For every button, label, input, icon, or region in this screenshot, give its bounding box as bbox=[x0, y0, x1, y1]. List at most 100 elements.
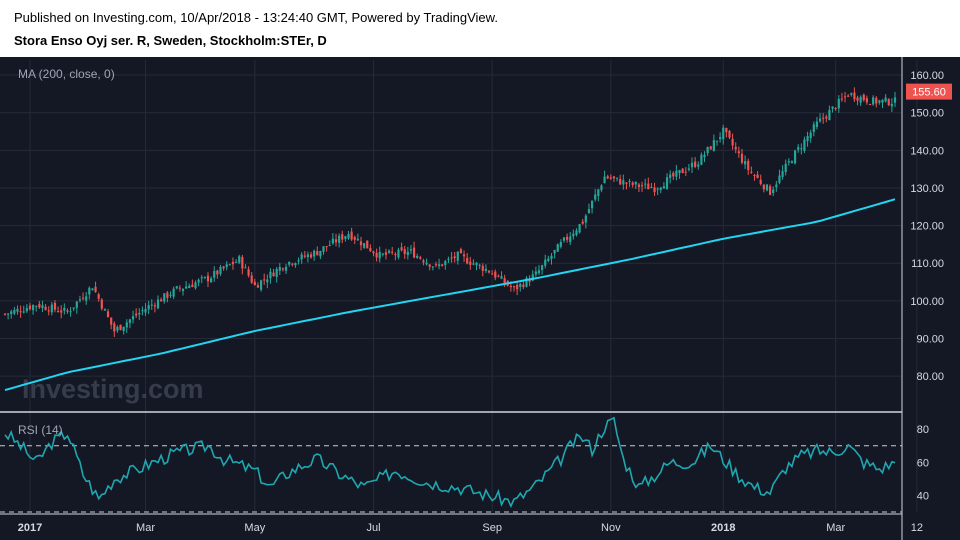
candle-body bbox=[28, 305, 32, 310]
candle-body bbox=[131, 316, 135, 320]
candle-body bbox=[825, 116, 828, 119]
candle-body bbox=[631, 182, 634, 186]
candle-body bbox=[762, 184, 765, 190]
price-tick-label: 150.00 bbox=[910, 108, 944, 120]
candle-body bbox=[447, 258, 450, 260]
candle-body bbox=[494, 271, 497, 278]
candle-body bbox=[141, 310, 144, 312]
candle-body bbox=[887, 99, 890, 106]
time-tick-label: Sep bbox=[482, 522, 502, 534]
candle-body bbox=[675, 170, 678, 177]
candle-body bbox=[444, 261, 447, 266]
candle-body bbox=[709, 146, 712, 150]
candle-body bbox=[853, 92, 856, 100]
candle-body bbox=[575, 230, 578, 235]
candle-body bbox=[259, 280, 263, 290]
candle-body bbox=[172, 288, 175, 297]
candle-body bbox=[453, 256, 456, 259]
candle-body bbox=[375, 252, 378, 258]
candle-body bbox=[3, 313, 7, 315]
candle-body bbox=[294, 263, 297, 266]
candle-body bbox=[737, 151, 740, 154]
candle-body bbox=[384, 252, 388, 255]
candle-body bbox=[644, 183, 647, 185]
candle-body bbox=[306, 254, 310, 258]
candle-body bbox=[169, 294, 172, 296]
candle-body bbox=[619, 178, 622, 185]
time-tick-label: Mar bbox=[136, 522, 155, 534]
candle-body bbox=[756, 174, 759, 179]
candle-body bbox=[38, 303, 41, 308]
time-tick-label: 12 bbox=[911, 522, 923, 534]
candle-body bbox=[91, 288, 94, 291]
candle-body bbox=[160, 299, 163, 302]
candle-body bbox=[431, 266, 434, 268]
candle-body bbox=[409, 249, 413, 251]
candle-body bbox=[106, 311, 110, 318]
candle-body bbox=[72, 307, 75, 309]
candle-body bbox=[818, 118, 822, 122]
rsi-levels bbox=[0, 445, 902, 513]
candle-body bbox=[66, 310, 69, 312]
candle-body bbox=[734, 146, 737, 150]
rsi-line bbox=[4, 416, 896, 509]
candle-body bbox=[88, 287, 91, 295]
candle-body bbox=[481, 265, 484, 271]
candle-body bbox=[412, 247, 416, 258]
candle-body bbox=[487, 270, 491, 273]
candle-body bbox=[113, 323, 116, 332]
candle-body bbox=[341, 234, 344, 240]
candle-body bbox=[41, 305, 44, 309]
candle-body bbox=[19, 311, 22, 313]
candle-body bbox=[203, 276, 206, 278]
candle-body bbox=[363, 243, 366, 248]
ma-indicator-label: MA (200, close, 0) bbox=[18, 67, 115, 81]
candle-body bbox=[491, 273, 494, 275]
candle-body bbox=[753, 174, 756, 176]
candle-body bbox=[194, 282, 197, 289]
candle-body bbox=[135, 313, 138, 316]
candle-body bbox=[344, 236, 347, 239]
candle-body bbox=[216, 270, 219, 275]
candle-body bbox=[597, 189, 600, 196]
candle-body bbox=[175, 286, 178, 289]
candle-body bbox=[397, 249, 400, 258]
candle-body bbox=[859, 96, 862, 103]
candle-body bbox=[425, 262, 428, 265]
ma-line bbox=[4, 198, 896, 392]
candle-body bbox=[634, 181, 637, 185]
candle-body bbox=[63, 307, 66, 311]
candle-body bbox=[13, 309, 16, 314]
candle-body bbox=[400, 247, 403, 251]
candle-body bbox=[837, 98, 840, 109]
candle-body bbox=[566, 236, 569, 240]
candle-body bbox=[263, 279, 266, 281]
candle-body bbox=[331, 238, 334, 244]
candle-body bbox=[784, 163, 787, 173]
candle-body bbox=[809, 132, 812, 139]
candle-body bbox=[419, 257, 422, 259]
candle-body bbox=[572, 233, 575, 237]
candle-body bbox=[500, 276, 503, 279]
candle-body bbox=[53, 302, 57, 310]
rsi-tick-label: 80 bbox=[917, 424, 929, 436]
candle-body bbox=[328, 244, 331, 246]
rsi-tick-label: 40 bbox=[917, 490, 929, 502]
candle-body bbox=[650, 186, 653, 188]
candle-body bbox=[81, 297, 85, 299]
candle-body bbox=[534, 271, 537, 275]
candle-body bbox=[456, 251, 459, 261]
candle-body bbox=[847, 95, 850, 97]
candle-body bbox=[437, 264, 441, 267]
candle-body bbox=[459, 249, 463, 254]
rsi-tick-label: 60 bbox=[917, 457, 929, 469]
candle-body bbox=[512, 286, 516, 288]
candle-body bbox=[662, 186, 666, 189]
candle-body bbox=[369, 248, 372, 252]
candle-body bbox=[793, 150, 797, 164]
candle-body bbox=[606, 176, 609, 179]
investing-watermark: Investing.com bbox=[22, 374, 204, 404]
candle-body bbox=[213, 271, 216, 278]
candle-body bbox=[97, 294, 100, 299]
